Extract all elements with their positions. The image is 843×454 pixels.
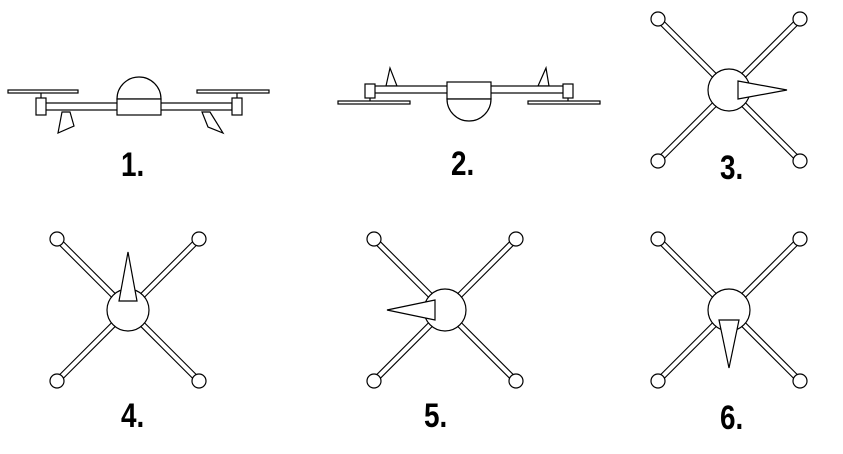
rotor-1 (792, 231, 808, 247)
drone-panel-1 (7, 76, 270, 135)
landing-leg-left (57, 111, 75, 135)
heading-arrow-right (737, 80, 788, 100)
rotor-2 (650, 153, 666, 169)
body-box (446, 81, 492, 100)
rotor-0 (366, 231, 382, 247)
rotor-3 (792, 153, 808, 169)
panel-label-4: 4. (121, 397, 145, 435)
panel-label-5: 5. (424, 397, 448, 435)
drone-panel-4 (49, 231, 207, 389)
body-box (116, 98, 162, 116)
rotor-0 (49, 231, 65, 247)
rotor-1 (191, 231, 207, 247)
body-dome (116, 76, 162, 100)
heading-arrow-up (118, 251, 138, 302)
rotor-blade-right (196, 89, 270, 94)
motor-right (231, 97, 243, 116)
rotor-3 (792, 373, 808, 389)
drone-panel-3 (650, 11, 808, 169)
rotor-0 (650, 11, 666, 27)
rotor-3 (508, 373, 524, 389)
panel-label-3: 3. (720, 149, 744, 187)
drone-panel-2 (337, 65, 601, 122)
rotor-0 (650, 231, 666, 247)
rotor-3 (191, 373, 207, 389)
panel-label-2: 2. (451, 145, 475, 183)
rotor-blade-left (337, 100, 411, 105)
heading-arrow-down (718, 319, 740, 369)
motor-right (562, 83, 574, 99)
rotor-2 (49, 373, 65, 389)
rotor-2 (366, 373, 382, 389)
motor-left (35, 97, 47, 116)
rotor-blade-left (7, 89, 79, 94)
rotor-2 (650, 373, 666, 389)
heading-arrow-left (386, 299, 436, 321)
body-pod (446, 98, 492, 122)
panel-label-1: 1. (121, 146, 145, 184)
panel-label-6: 6. (720, 399, 744, 437)
motor-left (364, 83, 376, 99)
landing-leg-right (201, 111, 225, 135)
tail-fin-right (537, 65, 550, 87)
drone-panel-5 (366, 231, 524, 389)
tail-fin-left (385, 65, 398, 87)
rotor-1 (792, 11, 808, 27)
drone-panel-6 (650, 231, 808, 389)
rotor-1 (508, 231, 524, 247)
rotor-blade-right (527, 100, 601, 105)
